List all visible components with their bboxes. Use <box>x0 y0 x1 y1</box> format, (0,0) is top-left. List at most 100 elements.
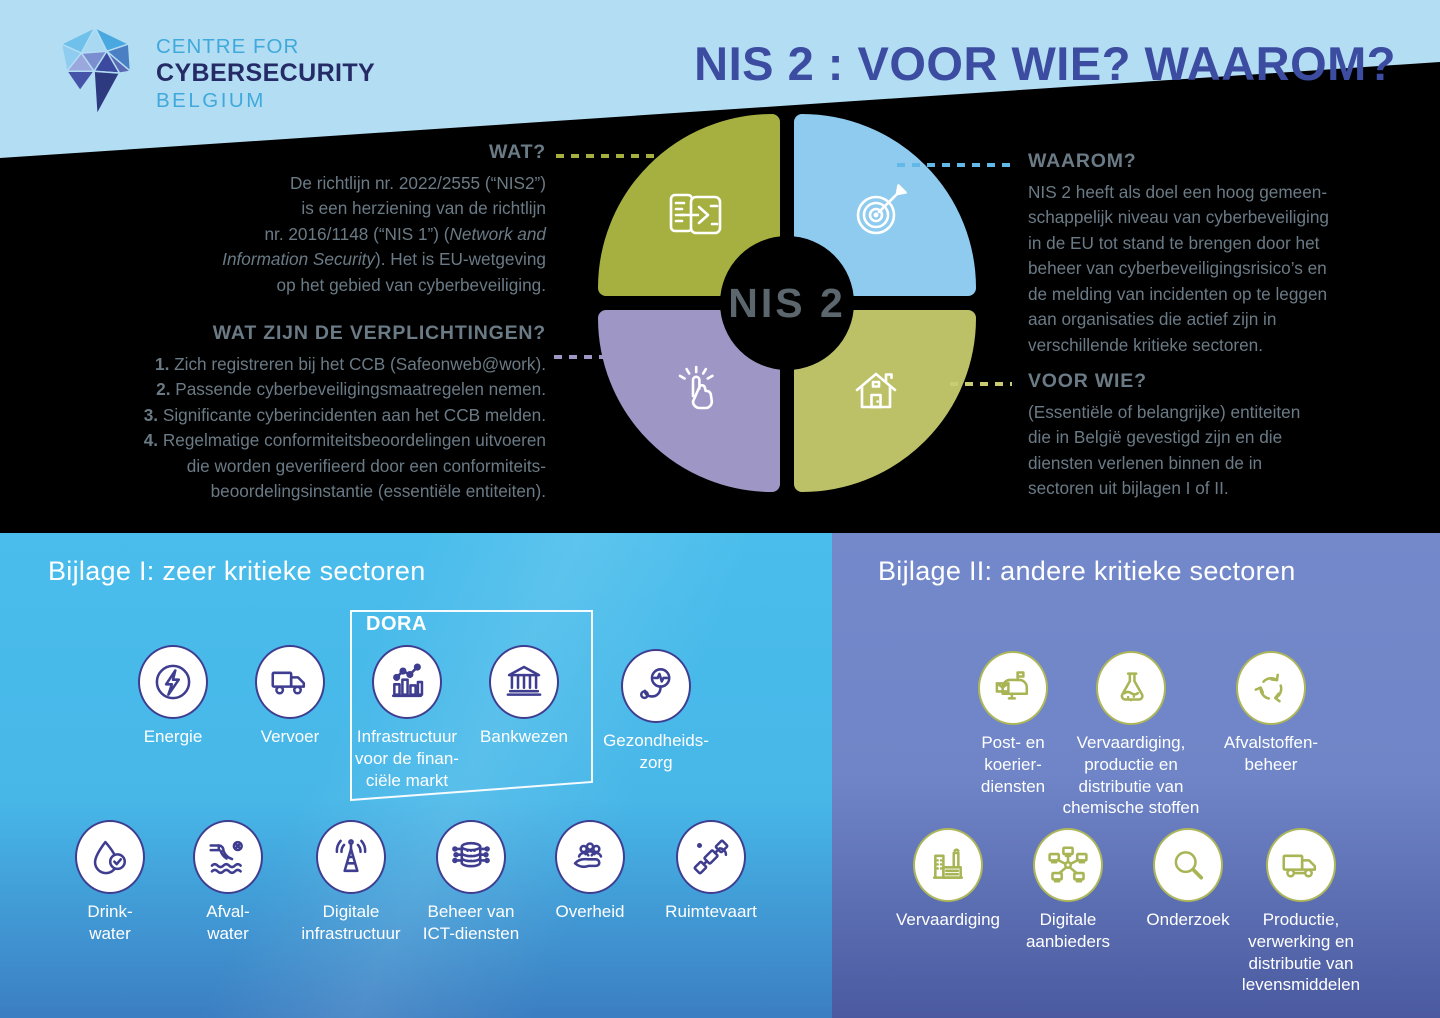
sector-badge <box>1236 651 1306 725</box>
satellite-icon <box>693 839 729 875</box>
logo-text-line1: CENTRE FOR <box>156 35 300 59</box>
sector-vervoer: Vervoer <box>228 645 352 748</box>
dash-line-wat <box>556 154 686 158</box>
sector-badge <box>489 645 559 719</box>
recycle-icon <box>1254 673 1283 703</box>
wat-body-part1: De richtlijn nr. 2022/2555 (“NIS2”) is e… <box>264 172 546 244</box>
dash-line-voor-wie <box>950 382 1012 386</box>
sector-badge <box>436 820 506 894</box>
sector-badge <box>1266 828 1336 902</box>
wastewater-icon <box>209 840 243 875</box>
sector-label: Productie, verwerking en distributie van… <box>1241 910 1361 995</box>
sector-label: Post- en koerier- diensten <box>980 733 1046 796</box>
quadrant-verplichtingen <box>598 310 780 492</box>
lightning-icon <box>155 664 191 700</box>
section-waarom: WAAROM? NIS 2 heeft als doel een hoog ge… <box>1028 149 1428 358</box>
finance-chart-icon <box>391 663 424 698</box>
sector-badge <box>193 820 263 894</box>
logo-text-line3: BELGIUM <box>156 88 266 112</box>
page-title: NIS 2 : VOOR WIE? WAAROM? <box>694 37 1396 90</box>
sector-badge <box>978 651 1048 725</box>
sector-badge <box>1033 828 1103 902</box>
waarom-body: NIS 2 heeft als doel een hoog gemeen- sc… <box>1028 181 1329 355</box>
obligation-number: 2. <box>156 379 171 399</box>
government-hand-icon <box>573 842 603 869</box>
obligation-item: 1. Zich registreren bij het CCB (Safeonw… <box>0 352 546 378</box>
mailbox-icon <box>995 671 1029 700</box>
obligation-text: Regelmatige conformiteitsbeoordelingen u… <box>162 430 546 501</box>
sector-badge <box>255 645 325 719</box>
sector-digitale-infrastructuur: Digitale infrastructuur <box>276 820 426 945</box>
obligation-number: 4. <box>143 430 159 450</box>
sector-ict-diensten: Beheer van ICT-diensten <box>404 820 538 945</box>
sector-digitale-aanbieders: Digitale aanbieders <box>1001 828 1135 953</box>
sector-badge <box>621 649 691 723</box>
sector-drinkwater: Drink- water <box>55 820 165 945</box>
obligation-text: Zich registreren bij het CCB (Safeonweb@… <box>169 353 546 374</box>
sector-badge <box>75 820 145 894</box>
antenna-tower-icon <box>335 839 367 873</box>
sector-bankwezen: Bankwezen <box>462 645 586 748</box>
food-truck-icon <box>1282 854 1317 878</box>
diagram-center-label: NIS 2 <box>728 280 846 326</box>
dash-line-waarom <box>897 163 1013 167</box>
server-stack-icon <box>452 841 490 868</box>
sector-vervaardiging: Vervaardiging <box>873 828 1023 931</box>
sector-label: Drink- water <box>87 902 133 943</box>
annex1-panel <box>0 533 832 1018</box>
sector-label: Gezondheids- zorg <box>603 731 709 772</box>
register-transfer-icon <box>669 193 722 235</box>
wat-body: De richtlijn nr. 2022/2555 (“NIS2”) is e… <box>116 171 546 299</box>
truck-icon <box>271 671 306 695</box>
network-monitors-icon <box>1048 846 1088 883</box>
wat-heading: WAT? <box>489 141 546 163</box>
sector-label: Afvalstoffen- beheer <box>1223 733 1319 774</box>
sector-onderzoek: Onderzoek <box>1121 828 1255 931</box>
waterdrop-check-icon <box>93 840 126 875</box>
sector-gezondheidszorg: Gezondheids- zorg <box>589 649 723 774</box>
quadrant-wat <box>598 114 780 296</box>
sector-badge <box>372 645 442 719</box>
sector-label: Digitale infrastructuur <box>301 902 401 943</box>
obligation-text: Passende cyberbeveiligingsmaatregelen ne… <box>170 379 546 399</box>
sector-label: Energie <box>143 727 203 746</box>
annex2-title: Bijlage II: andere kritieke sectoren <box>878 556 1296 586</box>
sector-label: Digitale aanbieders <box>1025 910 1111 951</box>
sector-afvalstoffenbeheer: Afvalstoffen- beheer <box>1196 651 1346 776</box>
factory-icon <box>932 848 964 879</box>
diagram-center-hole <box>720 236 854 370</box>
flask-icon <box>1120 672 1144 702</box>
sector-label: Onderzoek <box>1146 910 1230 929</box>
obligation-number: 1. <box>155 353 170 374</box>
sector-energie: Energie <box>111 645 235 748</box>
sector-label: Infrastructuur voor de finan- ciële mark… <box>355 727 459 790</box>
sector-label: Beheer van ICT-diensten <box>422 902 520 943</box>
obligation-item: 3. Significante cyberincidenten aan het … <box>0 403 546 429</box>
magnifier-icon <box>1174 851 1204 880</box>
sector-chemische-stoffen: Vervaardiging, productie en distributie … <box>1041 651 1221 819</box>
sector-label: Afval- water <box>206 902 250 943</box>
waarom-heading: WAAROM? <box>1028 150 1137 172</box>
dora-label: DORA <box>366 613 427 635</box>
dora-box <box>350 610 593 802</box>
sector-overheid: Overheid <box>528 820 652 923</box>
sector-label: Bankwezen <box>480 727 568 746</box>
sector-levensmiddelen: Productie, verwerking en distributie van… <box>1219 828 1383 996</box>
quadrant-voor-wie <box>794 310 976 492</box>
sector-badge <box>913 828 983 902</box>
sector-afvalwater: Afval- water <box>173 820 283 945</box>
stethoscope-icon <box>640 668 671 700</box>
ccb-shield-icon <box>59 25 133 118</box>
section-voor-wie: VOOR WIE? (Essentiële of belangrijke) en… <box>1028 369 1428 502</box>
dash-line-verplichtingen <box>554 355 618 359</box>
house-icon <box>855 372 897 409</box>
annex2-panel <box>832 533 1440 1018</box>
voor-wie-heading: VOOR WIE? <box>1028 370 1147 392</box>
sector-badge <box>1153 828 1223 902</box>
target-icon <box>856 184 907 235</box>
sector-label: Vervoer <box>260 727 320 746</box>
sector-badge <box>555 820 625 894</box>
ccb-logo: CENTRE FOR CYBERSECURITY BELGIUM <box>54 24 375 124</box>
sector-financiele-markt: Infrastructuur voor de finan- ciële mark… <box>340 645 474 791</box>
sector-label: Vervaardiging, productie en distributie … <box>1062 733 1200 818</box>
